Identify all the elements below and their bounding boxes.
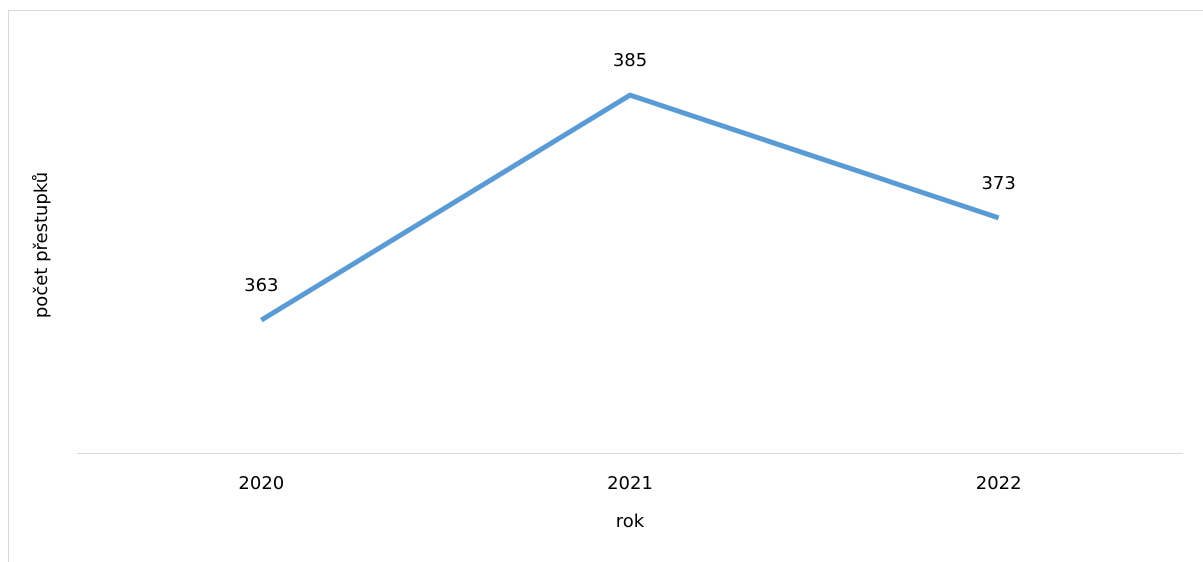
data-label: 385 [613,50,647,71]
data-line [260,92,1000,323]
x-tick-label: 2020 [238,473,284,494]
x-tick-label: 2022 [976,473,1022,494]
x-tick-label: 2021 [607,473,653,494]
y-axis-label: počet přestupků [31,172,52,318]
data-label: 373 [981,173,1015,194]
data-label: 363 [244,275,278,296]
chart-border [8,10,1203,562]
x-axis-label: rok [616,511,645,532]
